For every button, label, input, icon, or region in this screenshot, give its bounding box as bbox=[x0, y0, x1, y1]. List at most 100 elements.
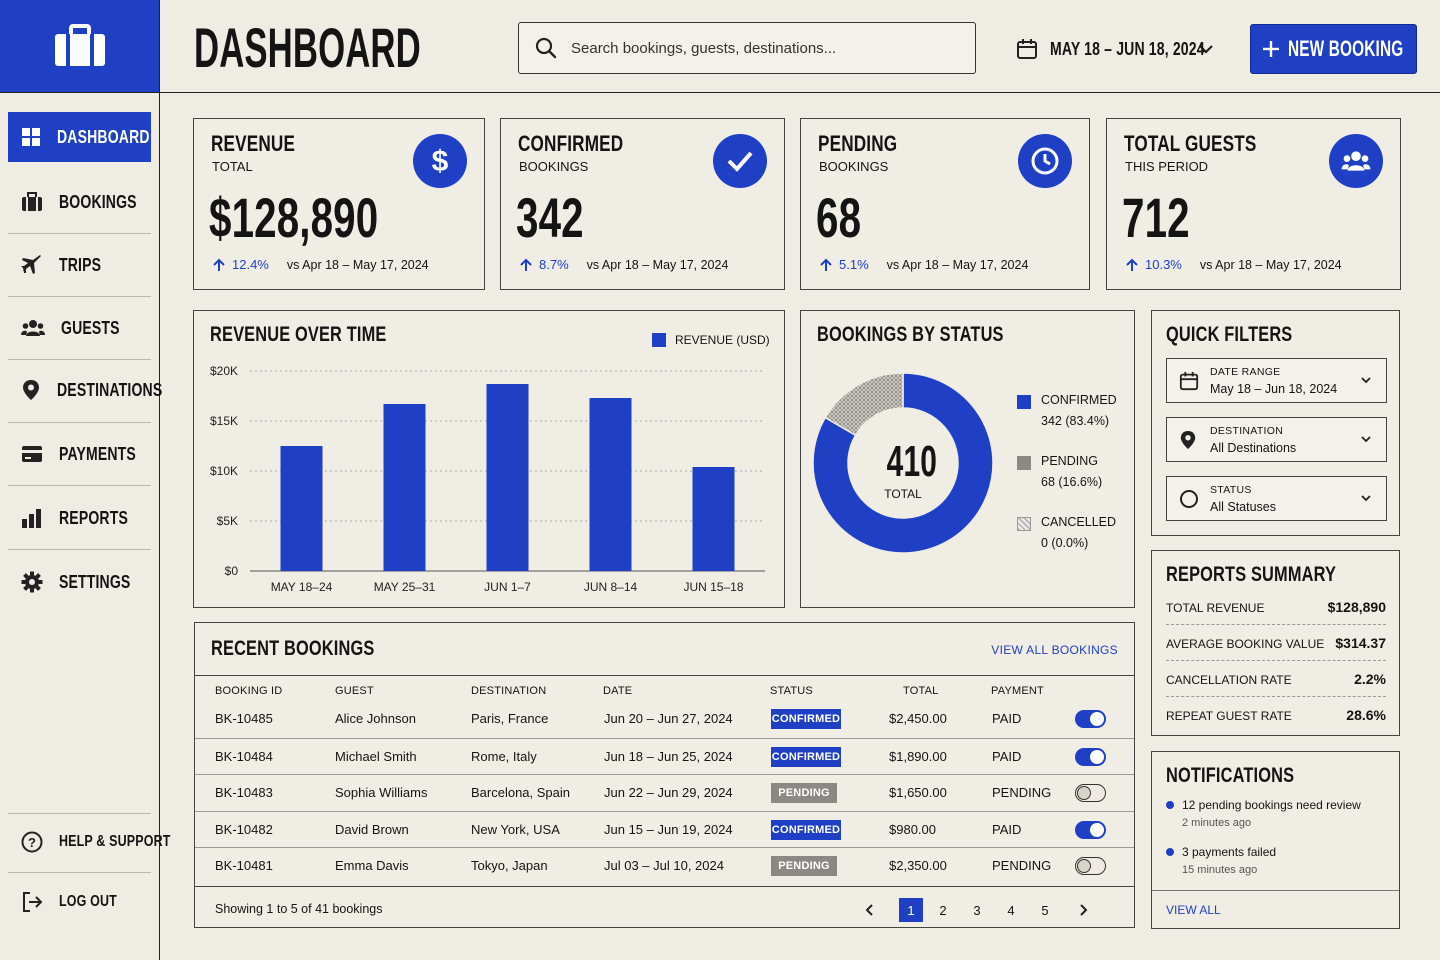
help-support-link[interactable]: ? HELP & SUPPORT bbox=[8, 817, 170, 867]
grid-icon bbox=[22, 128, 40, 146]
reports-summary-card: REPORTS SUMMARY TOTAL REVENUE $128,890 A… bbox=[1151, 550, 1400, 736]
table-row[interactable]: BK-10485 Alice Johnson Paris, France Jun 20… bbox=[195, 701, 1134, 738]
notification-time: 15 minutes ago bbox=[1182, 864, 1258, 876]
table-row[interactable]: BK-10482 David Brown New York, USA Jun 15 –… bbox=[195, 810, 1134, 848]
legend-swatch bbox=[652, 333, 666, 347]
filter-label: STATUS bbox=[1210, 484, 1252, 496]
sidebar-item-label: PAYMENTS bbox=[59, 443, 136, 464]
donut-slice-pending[interactable] bbox=[824, 372, 904, 437]
payment-toggle[interactable] bbox=[1075, 857, 1106, 875]
sidebar-item-label: DASHBOARD bbox=[57, 126, 150, 147]
check-icon bbox=[713, 134, 767, 188]
notifications-title: NOTIFICATIONS bbox=[1166, 764, 1295, 787]
date-range-filter[interactable]: DATE RANGE May 18 – Jun 18, 2024 bbox=[1166, 358, 1387, 403]
revenue-bar[interactable] bbox=[280, 446, 323, 571]
toggle-knob bbox=[1090, 749, 1104, 764]
toggle-knob bbox=[1090, 712, 1104, 726]
revenue-bar[interactable] bbox=[692, 467, 735, 571]
legend-swatch bbox=[1017, 456, 1031, 470]
search-bar[interactable] bbox=[518, 22, 976, 74]
toggle-knob bbox=[1077, 785, 1091, 800]
stat-title: REVENUE bbox=[211, 131, 296, 156]
stat-card-guests: TOTAL GUESTS THIS PERIOD 712 10.3% vs Ap… bbox=[1106, 118, 1401, 290]
donut-slice-confirmed[interactable] bbox=[812, 372, 994, 554]
payment-toggle[interactable] bbox=[1075, 784, 1106, 802]
destination-filter[interactable]: DESTINATION All Destinations bbox=[1166, 417, 1387, 462]
stat-value: $128,890 bbox=[209, 186, 379, 249]
stat-title: CONFIRMED bbox=[518, 131, 624, 156]
search-input[interactable] bbox=[571, 39, 951, 57]
stat-title: PENDING bbox=[818, 131, 898, 156]
table-row[interactable]: BK-10484 Michael Smith Rome, Italy Jun 18 –… bbox=[195, 737, 1134, 775]
sidebar-item-guests[interactable]: GUESTS bbox=[8, 303, 151, 353]
column-header: GUEST bbox=[335, 685, 374, 697]
destination: Rome, Italy bbox=[471, 748, 537, 764]
pagination-next-button[interactable] bbox=[1072, 898, 1096, 922]
arrow-up-icon bbox=[820, 258, 832, 271]
pagination-page[interactable]: 1 bbox=[899, 898, 923, 922]
booking-total: $980.00 bbox=[889, 821, 936, 837]
pagination-prev-button[interactable] bbox=[857, 898, 881, 922]
view-all-bookings-link[interactable]: VIEW ALL BOOKINGS bbox=[991, 643, 1118, 657]
map-pin-icon bbox=[1180, 431, 1196, 449]
notification-text: 12 pending bookings need review bbox=[1182, 798, 1361, 812]
notification-dot bbox=[1166, 801, 1174, 809]
payment-toggle[interactable] bbox=[1075, 747, 1106, 766]
stat-subtitle: BOOKINGS bbox=[819, 159, 889, 174]
stat-title: TOTAL GUESTS bbox=[1124, 131, 1257, 156]
notification-dot bbox=[1166, 848, 1174, 856]
summary-key: REPEAT GUEST RATE bbox=[1166, 709, 1292, 723]
svg-text:?: ? bbox=[28, 835, 36, 850]
destination: Tokyo, Japan bbox=[471, 858, 548, 873]
stat-change: 10.3% vs Apr 18 – May 17, 2024 bbox=[1125, 257, 1342, 272]
app-logo[interactable] bbox=[0, 0, 160, 93]
search-icon bbox=[535, 37, 557, 59]
table-row[interactable]: BK-10483 Sophia Williams Barcelona, Spain J… bbox=[195, 774, 1134, 811]
pagination-page[interactable]: 5 bbox=[1041, 902, 1049, 918]
legend-name: CONFIRMED bbox=[1041, 393, 1117, 407]
revenue-bar[interactable] bbox=[383, 404, 426, 571]
arrow-up-icon bbox=[213, 258, 225, 271]
status-chart-card: BOOKINGS BY STATUS 410 TOTAL CONFIRMED 3… bbox=[800, 310, 1135, 608]
revenue-chart-card: REVENUE OVER TIME REVENUE (USD) $20K $15K… bbox=[193, 310, 785, 608]
top-header: DASHBOARD MAY 18 – JUN 18, 2024 NEW BOOK… bbox=[160, 0, 1440, 93]
pagination-page[interactable]: 2 bbox=[939, 902, 947, 918]
sidebar-item-reports[interactable]: REPORTS bbox=[8, 493, 151, 543]
y-tick-label: $20K bbox=[210, 364, 238, 378]
sidebar-item-settings[interactable]: SETTINGS bbox=[8, 557, 151, 607]
sidebar-item-trips[interactable]: TRIPS bbox=[8, 240, 151, 290]
status-badge: CONFIRMED bbox=[771, 746, 841, 767]
status-filter[interactable]: STATUS All Statuses bbox=[1166, 476, 1387, 521]
quick-filters-title: QUICK FILTERS bbox=[1166, 323, 1293, 346]
new-booking-button[interactable]: NEW BOOKING bbox=[1250, 24, 1417, 74]
toggle-knob bbox=[1090, 822, 1104, 837]
sidebar-item-dashboard[interactable]: DASHBOARD bbox=[8, 112, 151, 162]
summary-row: TOTAL REVENUE $128,890 bbox=[1166, 589, 1386, 625]
payment-toggle[interactable] bbox=[1075, 820, 1106, 839]
pagination-page[interactable]: 4 bbox=[1007, 902, 1015, 918]
arrow-up-icon bbox=[1126, 258, 1138, 271]
filter-value: All Destinations bbox=[1210, 441, 1297, 455]
sidebar-item-destinations[interactable]: DESTINATIONS bbox=[8, 365, 162, 415]
booking-id: BK-10482 bbox=[215, 821, 273, 837]
sidebar-item-bookings[interactable]: BOOKINGS bbox=[8, 177, 151, 227]
stat-value: 342 bbox=[516, 186, 584, 249]
stat-change: 12.4% vs Apr 18 – May 17, 2024 bbox=[212, 257, 429, 272]
pagination-page[interactable]: 3 bbox=[973, 902, 981, 918]
revenue-chart-title: REVENUE OVER TIME bbox=[210, 323, 387, 346]
filter-value: All Statuses bbox=[1210, 500, 1277, 514]
filter-label: DATE RANGE bbox=[1210, 366, 1281, 378]
stat-change: 5.1% vs Apr 18 – May 17, 2024 bbox=[819, 257, 1028, 272]
sidebar-item-payments[interactable]: PAYMENTS bbox=[8, 429, 151, 479]
revenue-bar[interactable] bbox=[589, 398, 632, 571]
logout-link[interactable]: LOG OUT bbox=[8, 877, 151, 927]
payment-toggle[interactable] bbox=[1075, 710, 1106, 728]
date-range-picker[interactable]: MAY 18 – JUN 18, 2024 bbox=[1016, 34, 1214, 64]
payment-status: PENDING bbox=[992, 858, 1052, 873]
table-row[interactable]: BK-10481 Emma Davis Tokyo, Japan Jul 03 – J… bbox=[195, 847, 1134, 884]
view-all-notifications-link[interactable]: VIEW ALL bbox=[1166, 903, 1221, 917]
revenue-bar[interactable] bbox=[486, 384, 529, 571]
summary-row: CANCELLATION RATE 2.2% bbox=[1166, 661, 1386, 697]
x-tick-label: JUN 8–14 bbox=[584, 580, 638, 594]
status-donut-chart bbox=[812, 372, 994, 554]
